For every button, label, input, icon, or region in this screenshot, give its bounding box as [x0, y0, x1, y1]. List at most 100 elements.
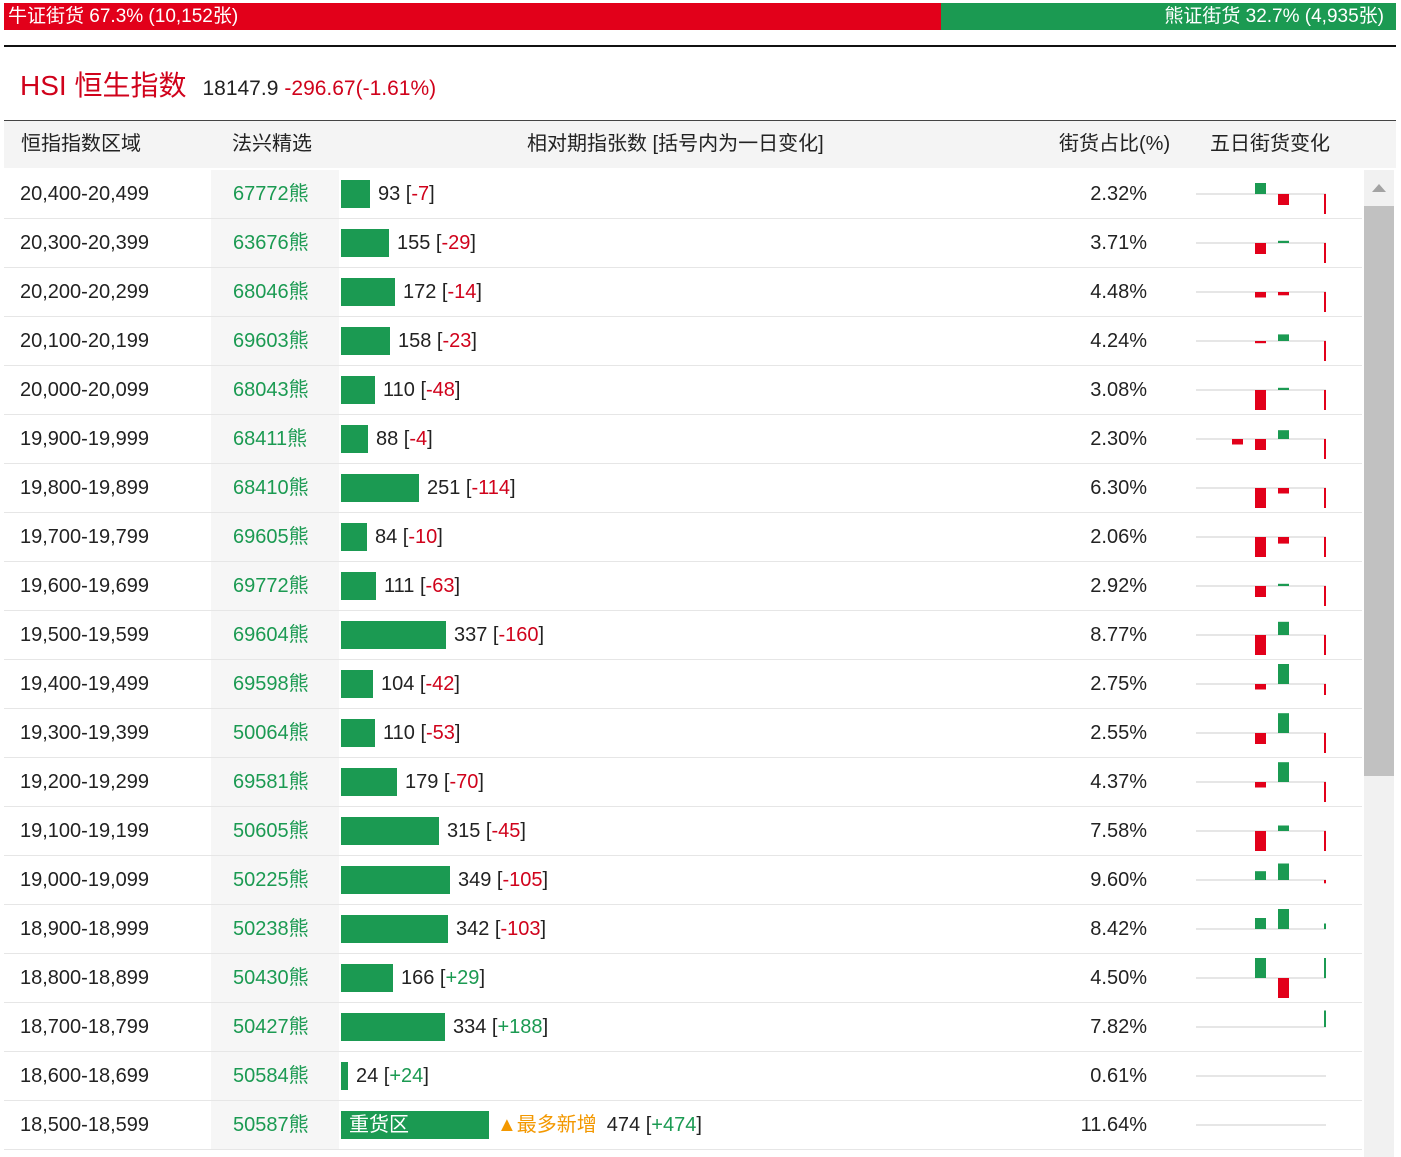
outstanding-ratio: 7.58%: [1090, 820, 1147, 842]
warrant-code-link[interactable]: 50587熊: [233, 1114, 309, 1136]
warrant-code-link[interactable]: 69604熊: [233, 624, 309, 646]
sparkline-bar: [1324, 958, 1326, 978]
warrant-code-link[interactable]: 69605熊: [233, 526, 309, 548]
sparkline-bar: [1255, 292, 1266, 298]
warrant-code-link[interactable]: 68043熊: [233, 379, 309, 401]
contracts-count: 93: [378, 183, 401, 205]
sparkline-bar: [1278, 387, 1289, 390]
sparkline-bar: [1255, 782, 1266, 788]
outstanding-ratio: 2.92%: [1090, 575, 1147, 597]
outstanding-ratio: 4.50%: [1090, 967, 1147, 989]
contracts-value: 337 [-160]: [454, 624, 545, 646]
warrant-code-link[interactable]: 50225熊: [233, 869, 309, 891]
warrant-code-link[interactable]: 50430熊: [233, 967, 309, 989]
five-day-sparkline: [1196, 334, 1326, 361]
five-day-sparkline: [1196, 1010, 1326, 1028]
warrant-code-link[interactable]: 69772熊: [233, 575, 309, 597]
one-day-change: -23: [442, 330, 472, 352]
warrant-code-link[interactable]: 68046熊: [233, 281, 309, 303]
table-row: 20,100-20,199 69603熊 158 [-23] 4.24%: [4, 317, 1362, 366]
outstanding-ratio: 2.30%: [1090, 428, 1147, 450]
contracts-count: 88: [376, 428, 399, 450]
warrant-cell: 67772熊: [211, 170, 339, 218]
sparkline-bar: [1324, 733, 1326, 753]
outstanding-ratio: 2.06%: [1090, 526, 1147, 548]
warrant-code-link[interactable]: 63676熊: [233, 232, 309, 254]
sparkline-bar: [1255, 439, 1266, 450]
price-range: 19,700-19,799: [20, 526, 150, 548]
five-day-sparkline: [1196, 713, 1326, 753]
scroll-up-arrow-icon[interactable]: [1372, 184, 1386, 192]
vertical-scrollbar[interactable]: [1364, 170, 1394, 1157]
warrant-code-link[interactable]: 69581熊: [233, 771, 309, 793]
warrant-code-link[interactable]: 69598熊: [233, 673, 309, 695]
bull-share-bar: 牛证街货 67.3% (10,152张): [4, 3, 941, 30]
one-day-change: -42: [425, 673, 455, 695]
sparkline-bar: [1255, 958, 1266, 978]
contracts-bar: 重货区: [341, 1111, 489, 1139]
outstanding-ratio: 8.42%: [1090, 918, 1147, 940]
table-row: 19,200-19,299 69581熊 179 [-70] 4.37%: [4, 758, 1362, 807]
heavy-zone-label: 重货区: [349, 1114, 409, 1136]
price-range: 20,000-20,099: [20, 379, 150, 401]
warrant-code-link[interactable]: 50584熊: [233, 1065, 309, 1087]
contracts-count: 179: [405, 771, 439, 793]
sparkline-bar: [1324, 880, 1326, 884]
sparkline-bar: [1324, 488, 1326, 508]
sparkline-bar: [1324, 194, 1326, 214]
warrant-code-link[interactable]: 50238熊: [233, 918, 309, 940]
table-row: 18,700-18,799 50427熊 334 [+188] 7.82%: [4, 1003, 1362, 1052]
warrant-code-link[interactable]: 50064熊: [233, 722, 309, 744]
sparkline-bar: [1324, 831, 1326, 851]
warrant-cell: 63676熊: [211, 219, 339, 267]
outstanding-ratio: 2.55%: [1090, 722, 1147, 744]
five-day-sparkline: [1196, 762, 1326, 802]
price-range: 19,000-19,099: [20, 869, 150, 891]
contracts-bar: [341, 768, 397, 796]
sparkline-bar: [1255, 635, 1266, 655]
contracts-bar: [341, 376, 375, 404]
scrollbar-thumb[interactable]: [1364, 206, 1394, 776]
warrant-code-link[interactable]: 68411熊: [233, 428, 308, 450]
warrant-code-link[interactable]: 50427熊: [233, 1016, 309, 1038]
sparkline-bar: [1255, 918, 1266, 929]
warrant-code-link[interactable]: 68410熊: [233, 477, 309, 499]
contracts-value: 349 [-105]: [458, 869, 549, 891]
five-day-sparkline: [1196, 387, 1326, 410]
sparkline-bar: [1324, 390, 1326, 410]
contracts-bar: [341, 327, 390, 355]
warrant-cell: 68410熊: [211, 464, 339, 512]
price-range: 20,200-20,299: [20, 281, 150, 303]
contracts-count: 337: [454, 624, 488, 646]
warrant-cell: 69605熊: [211, 513, 339, 561]
warrant-cell: 68043熊: [211, 366, 339, 414]
contracts-value: ▲最多新增 474 [+474]: [497, 1114, 702, 1136]
one-day-change: -7: [411, 183, 430, 205]
outstanding-ratio: 4.37%: [1090, 771, 1147, 793]
price-range: 20,100-20,199: [20, 330, 150, 352]
contracts-value: 24 [+24]: [356, 1065, 429, 1087]
contracts-value: 172 [-14]: [403, 281, 482, 303]
warrant-code-link[interactable]: 50605熊: [233, 820, 309, 842]
outstanding-ratio: 2.75%: [1090, 673, 1147, 695]
table-row: 18,500-18,599 50587熊 重货区 ▲最多新增 474 [+474] 11.…: [4, 1101, 1362, 1150]
outstanding-ratio: 4.48%: [1090, 281, 1147, 303]
table-row: 20,000-20,099 68043熊 110 [-48] 3.08%: [4, 366, 1362, 415]
five-day-sparkline: [1196, 825, 1326, 851]
sparkline-bar: [1324, 635, 1326, 655]
contracts-bar: [341, 670, 373, 698]
warrant-code-link[interactable]: 69603熊: [233, 330, 309, 352]
warrant-cell: 68046熊: [211, 268, 339, 316]
price-range: 19,400-19,499: [20, 673, 150, 695]
contracts-value: 110 [-48]: [383, 379, 461, 401]
warrant-cell: 50587熊: [211, 1101, 339, 1149]
sparkline-bar: [1324, 243, 1326, 263]
contracts-bar: [341, 278, 395, 306]
header-selection: 法兴精选: [232, 133, 312, 155]
price-range: 20,400-20,499: [20, 183, 150, 205]
sparkline-bar: [1278, 537, 1289, 544]
warrant-code-link[interactable]: 67772熊: [233, 183, 309, 205]
one-day-change: -10: [408, 526, 438, 548]
outstanding-ratio: 9.60%: [1090, 869, 1147, 891]
sparkline-bar: [1255, 684, 1266, 690]
